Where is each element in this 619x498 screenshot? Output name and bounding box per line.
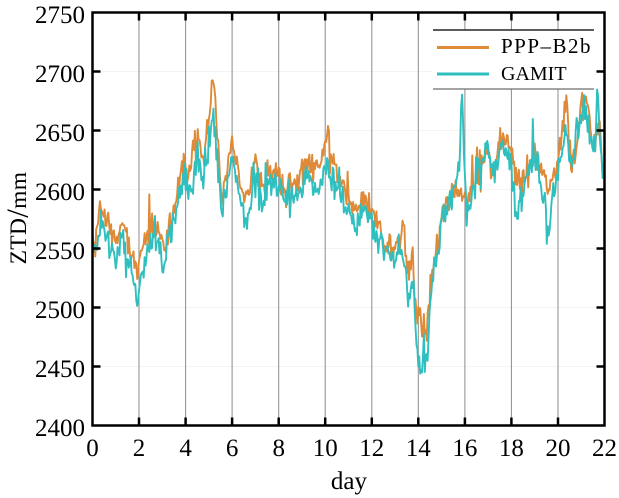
svg-text:2: 2 bbox=[133, 435, 146, 462]
svg-text:12: 12 bbox=[359, 435, 384, 462]
svg-text:day: day bbox=[331, 468, 368, 495]
svg-text:GAMIT: GAMIT bbox=[501, 63, 567, 85]
svg-text:PPP–B2b: PPP–B2b bbox=[501, 34, 592, 58]
svg-text:2700: 2700 bbox=[35, 61, 85, 88]
svg-text:16: 16 bbox=[452, 435, 477, 462]
svg-text:6: 6 bbox=[226, 435, 239, 462]
svg-text:2500: 2500 bbox=[35, 297, 85, 324]
svg-text:2450: 2450 bbox=[35, 356, 85, 383]
svg-text:22: 22 bbox=[592, 435, 617, 462]
svg-text:18: 18 bbox=[499, 435, 524, 462]
svg-text:14: 14 bbox=[406, 435, 432, 462]
svg-text:10: 10 bbox=[313, 435, 338, 462]
svg-text:2750: 2750 bbox=[35, 2, 85, 29]
svg-text:8: 8 bbox=[272, 435, 285, 462]
svg-text:ZTD/mm: ZTD/mm bbox=[0, 172, 35, 265]
svg-text:2650: 2650 bbox=[35, 120, 85, 147]
svg-text:2400: 2400 bbox=[35, 415, 85, 442]
svg-text:0: 0 bbox=[86, 435, 99, 462]
svg-text:2550: 2550 bbox=[35, 238, 85, 265]
svg-text:20: 20 bbox=[546, 435, 571, 462]
svg-text:2600: 2600 bbox=[35, 179, 85, 206]
svg-text:4: 4 bbox=[179, 435, 192, 462]
